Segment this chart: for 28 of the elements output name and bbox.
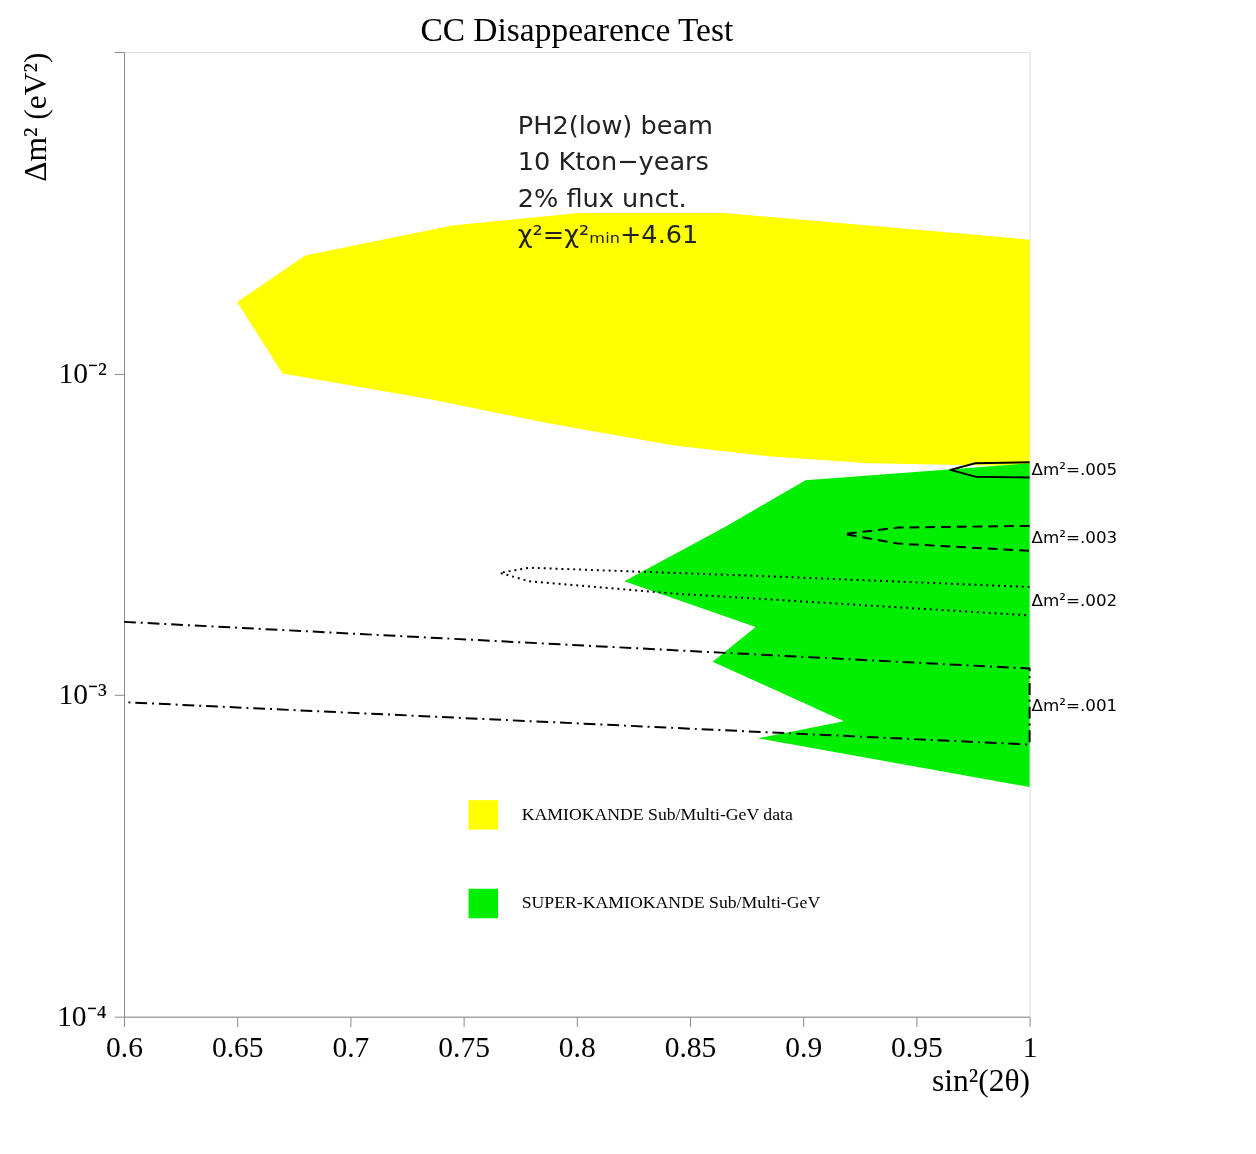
y-tick-label: 10⁻² xyxy=(58,356,107,389)
series-label: Δm²=.003 xyxy=(1031,527,1118,548)
y-tick-label: 10⁻³ xyxy=(58,678,107,711)
legend-label: KAMIOKANDE Sub/Multi-GeV data xyxy=(521,803,793,824)
x-tick-label: 0.85 xyxy=(664,1030,717,1063)
annotation: χ²=χ²ₘᵢₙ+4.61 xyxy=(517,219,699,250)
y-tick-label: 10⁻⁴ xyxy=(56,1000,107,1033)
legend-label: SUPER-KAMIOKANDE Sub/Multi-GeV xyxy=(521,892,821,913)
series-label: Δm²=.002 xyxy=(1031,590,1118,611)
x-tick-label: 0.95 xyxy=(891,1030,943,1063)
line-series xyxy=(498,566,1031,617)
annotation: 2% flux unct. xyxy=(517,182,687,213)
annotation: PH2(low) beam xyxy=(517,109,714,140)
x-axis-title: sin²(2θ) xyxy=(932,1063,1031,1098)
line-series xyxy=(123,620,1031,746)
x-tick-label: 0.65 xyxy=(211,1030,264,1063)
x-tick-label: 0.6 xyxy=(106,1030,143,1063)
x-tick-label: 0.7 xyxy=(332,1030,370,1063)
series-label: Δm²=.001 xyxy=(1031,695,1118,716)
x-tick-label: 0.8 xyxy=(558,1030,596,1063)
line-series xyxy=(949,461,1031,479)
x-tick-label: 0.9 xyxy=(785,1030,823,1063)
x-tick-label: 1 xyxy=(1022,1030,1038,1063)
x-tick-label: 0.75 xyxy=(438,1030,490,1063)
annotation: 10 Kton−years xyxy=(517,146,709,177)
chart-title: CC Disappearence Test xyxy=(420,10,734,48)
y-axis-title: Δm² (eV²) xyxy=(18,52,54,182)
series-label: Δm²=.005 xyxy=(1031,458,1118,479)
